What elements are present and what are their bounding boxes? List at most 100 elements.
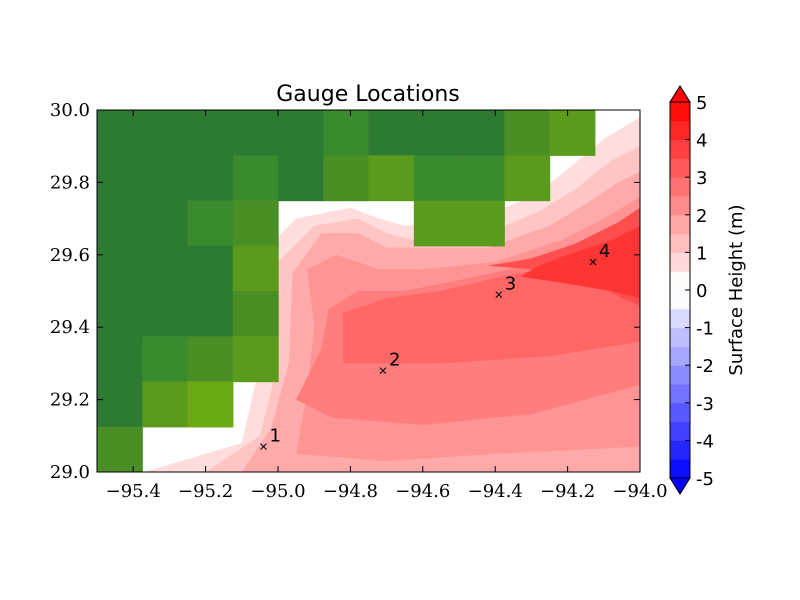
land-cell (459, 110, 505, 156)
colorbar-tick-label: -4 (696, 431, 714, 452)
colorbar-extend-max (669, 85, 691, 103)
colorbar-band (670, 120, 690, 141)
colorbar-band (670, 384, 690, 404)
colorbar-band (670, 346, 690, 366)
colorbar-label: Surface Height (m) (726, 204, 747, 375)
land-cell (232, 155, 279, 202)
land-cell (323, 110, 370, 156)
colorbar-extend-min (669, 477, 691, 495)
land-cell (368, 110, 415, 156)
x-tick-label: −95.4 (106, 481, 161, 502)
colorbar-band (670, 459, 690, 479)
colorbar-band (670, 233, 690, 253)
land-cell (232, 200, 279, 247)
gauge-marker (495, 291, 503, 298)
land-cell (232, 336, 279, 383)
colorbar-band (670, 139, 690, 159)
land-cell (97, 291, 143, 337)
land-cell (142, 110, 189, 156)
plot-area: 1 2 3 4 −95.4 −95.2 −95.0 −94.8 −94.6 −94.4 −94.2… (50, 100, 668, 502)
land-cell (97, 245, 143, 292)
surface-height-contours (144, 117, 640, 472)
land-cell (413, 200, 460, 247)
x-tick-label: −94.4 (468, 481, 523, 502)
colorbar-band (670, 196, 690, 216)
x-tick-label: −95.2 (178, 481, 233, 502)
y-axis-ticks: 29.0 29.2 29.4 29.6 29.8 30.0 (50, 100, 640, 483)
colorbar-band (670, 177, 690, 197)
colorbar-band (670, 290, 690, 310)
land-cell (142, 381, 189, 428)
colorbar-tick-label: -5 (696, 469, 714, 490)
x-tick-label: −94.2 (540, 481, 595, 502)
colorbar-tick-label: -3 (696, 394, 714, 415)
land-cell (142, 291, 189, 337)
land-cell (142, 200, 189, 247)
land-cell (142, 336, 189, 383)
colorbar-band (670, 308, 690, 329)
land-cell (187, 200, 234, 247)
x-tick-label: −94.8 (323, 481, 378, 502)
gauge-label: 3 (505, 274, 516, 295)
land-cell (97, 155, 143, 202)
x-axis-ticks: −95.4 −95.2 −95.0 −94.8 −94.6 −94.4 −94.2 −94.0 (106, 110, 668, 502)
colorbar-tick-label: 4 (696, 131, 707, 152)
y-tick-label: 29.2 (50, 390, 90, 411)
gauge-label: 4 (599, 241, 610, 262)
land-cell (232, 291, 279, 337)
gauge-label: 1 (270, 426, 281, 447)
colorbar-tick-label: 0 (696, 281, 707, 302)
land-cell (97, 110, 143, 156)
colorbar-ticks: -5 -4 -3 -2 -1 0 1 2 3 4 5 (685, 93, 714, 490)
colorbar-band (670, 102, 690, 122)
colorbar-tick-label: -2 (696, 356, 714, 377)
x-tick-label: −94.0 (612, 481, 667, 502)
plot-frame (96, 109, 641, 473)
colorbar-band (670, 158, 690, 178)
colorbar-tick-label: 5 (696, 93, 707, 114)
gauge-4: 4 (589, 241, 610, 266)
land-cell (142, 245, 189, 292)
land-cell (97, 381, 143, 428)
colorbar-band (670, 402, 690, 423)
y-tick-label: 30.0 (50, 100, 90, 121)
gauge-marker (589, 258, 597, 266)
land-cell (232, 110, 279, 156)
x-tick-label: −94.6 (395, 481, 450, 502)
land-cell (504, 110, 551, 156)
y-tick-label: 29.6 (50, 245, 90, 266)
land-cell (187, 291, 234, 337)
y-tick-label: 29.8 (50, 172, 90, 193)
land-cell (187, 336, 234, 383)
gauge-markers: 1 2 3 4 (260, 241, 610, 451)
land-cell (504, 155, 551, 202)
colorbar: -5 -4 -3 -2 -1 0 1 2 3 4 5 Surface Height (m) (669, 85, 747, 495)
land-cell (187, 110, 234, 156)
colorbar-band (670, 327, 690, 347)
colorbar-band (670, 440, 690, 460)
colorbar-band (670, 271, 690, 291)
land-cell (187, 155, 234, 202)
colorbar-tick-label: 2 (696, 206, 707, 227)
chart-title: Gauge Locations (276, 82, 459, 107)
colorbar-band (670, 421, 690, 441)
land-cell (459, 200, 505, 247)
land-cell (97, 426, 143, 472)
x-tick-label: −95.0 (250, 481, 305, 502)
land-cell (97, 336, 143, 383)
gauge-3: 3 (495, 274, 516, 298)
gauge-1: 1 (260, 426, 281, 451)
colorbar-band (670, 214, 690, 235)
land-cell (549, 110, 596, 156)
land-cell (187, 381, 234, 428)
land-cell (142, 155, 189, 202)
land-cells (97, 110, 596, 472)
gauge-marker (260, 443, 267, 451)
y-tick-label: 29.0 (50, 462, 90, 483)
colorbar-band (670, 252, 690, 272)
land-cell (232, 245, 279, 292)
land-cell (459, 155, 505, 202)
land-cell (323, 155, 370, 202)
colorbar-bands (669, 85, 691, 495)
